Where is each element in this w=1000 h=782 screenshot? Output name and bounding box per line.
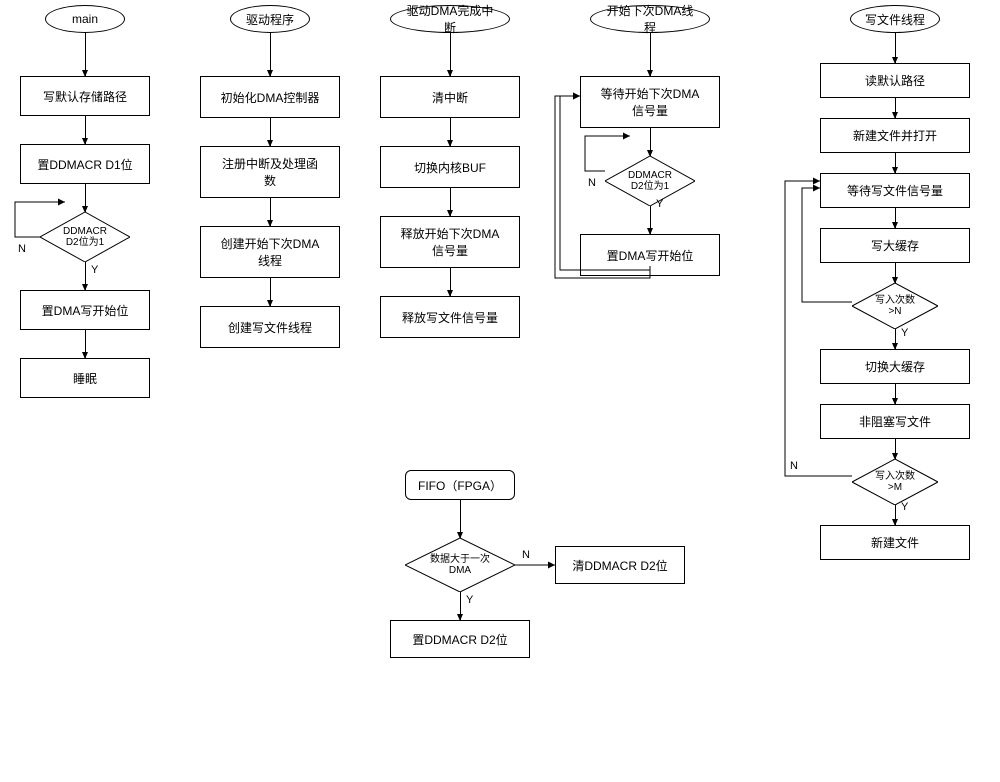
process-box: 清DDMACR D2位 xyxy=(555,546,685,584)
flow-arrow xyxy=(650,206,651,234)
branch-label: Y xyxy=(91,264,98,276)
process-box: 新建文件 xyxy=(820,525,970,560)
process-box: 释放写文件信号量 xyxy=(380,296,520,338)
decision-node: DDMACR D2位为1 xyxy=(605,156,695,206)
process-box: 等待开始下次DMA 信号量 xyxy=(580,76,720,128)
flow-arrow xyxy=(85,262,86,290)
flowchart-column-main: main 写默认存储路径置DDMACR D1位 DDMACR D2位为1 置DMA写开… xyxy=(20,5,150,398)
process-box: 释放开始下次DMA 信号量 xyxy=(380,216,520,268)
flow-arrow xyxy=(450,33,451,76)
process-box: 等待写文件信号量 xyxy=(820,173,970,208)
flow-arrow xyxy=(85,184,86,212)
branch-label: Y xyxy=(901,501,908,513)
branch-label: N xyxy=(522,549,530,561)
flow-arrow xyxy=(85,330,86,358)
branch-label: Y xyxy=(466,594,473,606)
flowchart-column-dma-interrupt: 驱动DMA完成中断清中断切换内核BUF 释放开始下次DMA 信号量释放写文件信号量 xyxy=(380,5,520,338)
flow-arrow xyxy=(450,188,451,216)
process-box: 写大缓存 xyxy=(820,228,970,263)
process-box: 创建写文件线程 xyxy=(200,306,340,348)
decision-node: 写入次数 >N xyxy=(852,283,938,329)
process-box: 初始化DMA控制器 xyxy=(200,76,340,118)
flow-arrow xyxy=(895,153,896,173)
flow-arrow xyxy=(895,208,896,228)
flow-arrow xyxy=(895,33,896,63)
flow-arrow xyxy=(895,505,896,525)
process-box: 写默认存储路径 xyxy=(20,76,150,116)
flow-arrow xyxy=(85,116,86,144)
terminal-node: 开始下次DMA线程 xyxy=(590,5,710,33)
process-box: 读默认路径 xyxy=(820,63,970,98)
branch-label: Y xyxy=(656,198,663,210)
process-box: 置DMA写开始位 xyxy=(20,290,150,330)
process-box: 睡眠 xyxy=(20,358,150,398)
fifo-node: FIFO（FPGA） xyxy=(405,470,515,500)
process-box: 注册中断及处理函 数 xyxy=(200,146,340,198)
flow-arrow xyxy=(270,118,271,146)
process-box: 非阻塞写文件 xyxy=(820,404,970,439)
flowchart-column-write-file-thread: 写文件线程读默认路径新建文件并打开等待写文件信号量写大缓存写入次数 >N 切换大缓… xyxy=(820,5,970,560)
flowchart-fpga-block: FIFO（FPGA） 数据大于一次 DMA 置DDMACR D2位 xyxy=(380,470,540,658)
terminal-node: 写文件线程 xyxy=(850,5,940,33)
branch-label: Y xyxy=(901,327,908,339)
flow-arrow xyxy=(650,33,651,76)
process-box: 切换大缓存 xyxy=(820,349,970,384)
process-box: 置DDMACR D2位 xyxy=(390,620,530,658)
process-box: 创建开始下次DMA 线程 xyxy=(200,226,340,278)
flow-arrow xyxy=(895,384,896,404)
branch-label: N xyxy=(588,177,596,189)
flow-arrow xyxy=(270,278,271,306)
process-box: 置DMA写开始位 xyxy=(580,234,720,276)
flow-arrow xyxy=(460,592,461,620)
flowchart-column-driver: 驱动程序初始化DMA控制器注册中断及处理函 数创建开始下次DMA 线程创建写文件… xyxy=(200,5,340,348)
branch-label: N xyxy=(18,243,26,255)
flow-arrow xyxy=(270,33,271,76)
branch-label: N xyxy=(790,460,798,472)
process-box: 清中断 xyxy=(380,76,520,118)
flow-arrow xyxy=(450,118,451,146)
flow-arrow xyxy=(895,98,896,118)
terminal-node: 驱动程序 xyxy=(230,5,310,33)
flow-arrow xyxy=(650,128,651,156)
decision-node: DDMACR D2位为1 xyxy=(40,212,130,262)
terminal-node: 驱动DMA完成中断 xyxy=(390,5,510,33)
flow-arrow xyxy=(895,263,896,283)
flow-arrow xyxy=(895,329,896,349)
flow-arrow xyxy=(270,198,271,226)
process-box: 置DDMACR D1位 xyxy=(20,144,150,184)
flowchart-column-next-dma-thread: 开始下次DMA线程等待开始下次DMA 信号量 DDMACR D2位为1 置DMA写开… xyxy=(580,5,720,276)
flow-arrow xyxy=(450,268,451,296)
decision-node: 写入次数 >M xyxy=(852,459,938,505)
flow-arrow xyxy=(85,33,86,76)
decision-node: 数据大于一次 DMA xyxy=(405,538,515,592)
process-box: 切换内核BUF xyxy=(380,146,520,188)
process-box: 新建文件并打开 xyxy=(820,118,970,153)
flow-arrow xyxy=(460,500,461,538)
flow-arrow xyxy=(895,439,896,459)
terminal-node: main xyxy=(45,5,125,33)
